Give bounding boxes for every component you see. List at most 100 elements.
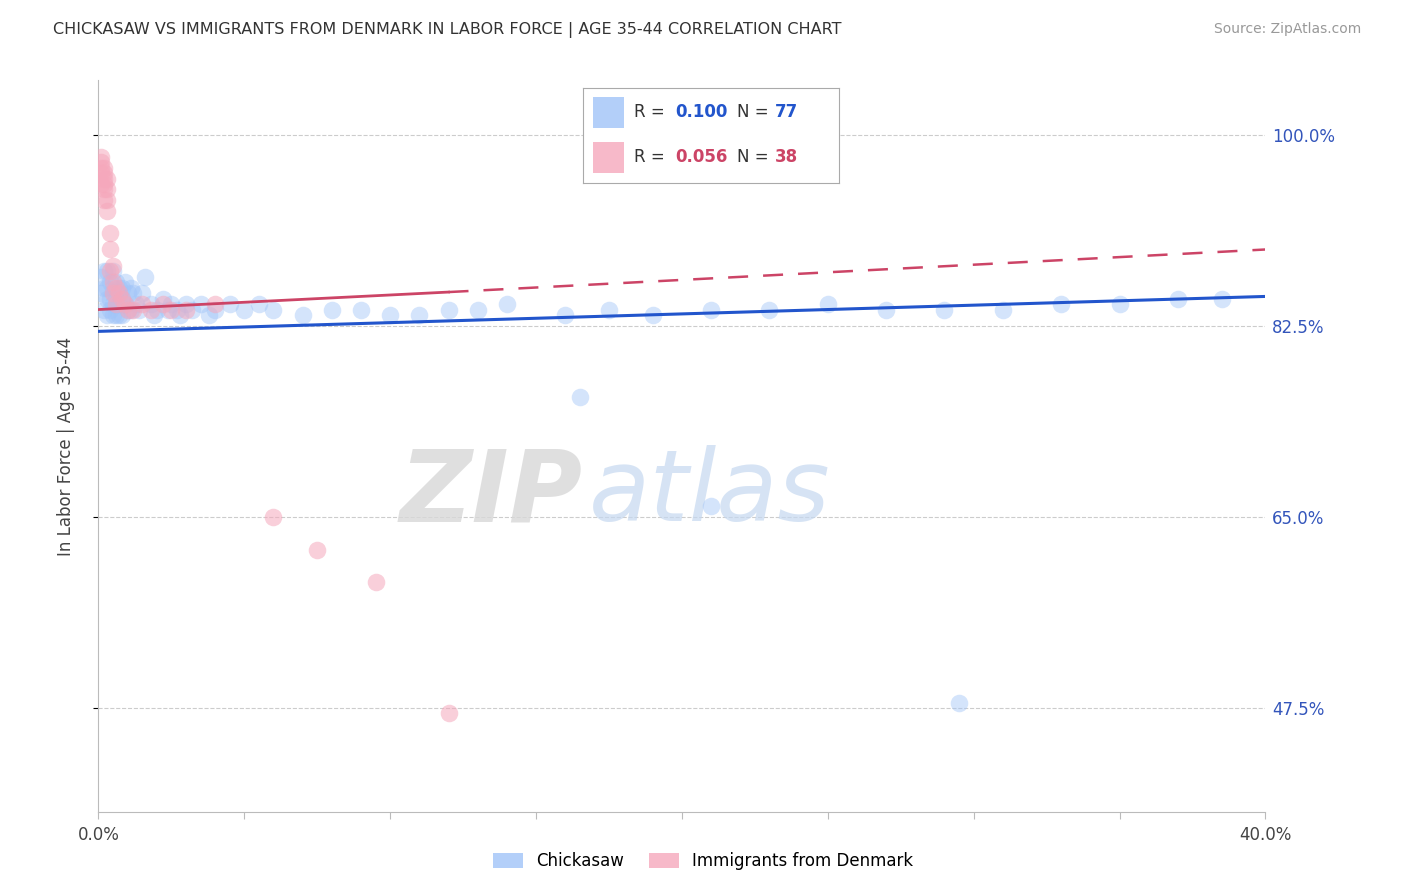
Point (554, 308, 576, 322)
Point (93, 302, 115, 317)
Point (108, 281, 131, 295)
Point (90, 286, 112, 301)
Point (180, 302, 202, 317)
Point (160, 302, 183, 317)
Point (139, 297, 162, 311)
Point (817, 297, 839, 311)
Point (1108, 297, 1130, 311)
Point (437, 706, 460, 721)
Point (700, 302, 723, 317)
Point (1050, 297, 1073, 311)
Point (160, 297, 183, 311)
Point (104, 308, 127, 322)
Point (307, 542, 329, 557)
Point (291, 308, 314, 322)
Point (364, 575, 387, 590)
Point (948, 696, 970, 710)
Point (90, 150, 112, 164)
Point (120, 281, 142, 295)
Point (90, 177, 112, 191)
Point (174, 302, 197, 317)
Point (146, 302, 169, 317)
Point (934, 302, 956, 317)
Point (93, 264, 115, 278)
Point (152, 292, 174, 306)
Point (101, 281, 124, 295)
Point (98, 243, 121, 257)
Text: ZIP: ZIP (399, 445, 582, 542)
Point (166, 302, 188, 317)
Point (111, 308, 134, 322)
Point (174, 297, 197, 311)
Text: CHICKASAW VS IMMIGRANTS FROM DENMARK IN LABOR FORCE | AGE 35-44 CORRELATION CHAR: CHICKASAW VS IMMIGRANTS FROM DENMARK IN … (53, 22, 842, 38)
Point (496, 297, 519, 311)
Point (101, 259, 124, 273)
Point (101, 308, 124, 322)
Point (108, 308, 131, 322)
Point (350, 302, 373, 317)
Point (122, 302, 145, 317)
Point (90, 155, 112, 169)
Point (98, 264, 121, 278)
Point (233, 302, 256, 317)
Point (262, 302, 284, 317)
Point (218, 297, 240, 311)
Point (467, 302, 489, 317)
Point (96, 171, 118, 186)
Point (991, 302, 1014, 317)
Point (101, 286, 124, 301)
Point (90, 161, 112, 175)
Point (108, 297, 131, 311)
Point (93, 281, 115, 295)
Point (122, 286, 145, 301)
Point (875, 302, 897, 317)
Point (93, 171, 115, 186)
Point (134, 269, 156, 284)
Point (262, 510, 284, 524)
Point (96, 308, 118, 322)
Point (111, 292, 134, 306)
Point (93, 194, 115, 208)
Point (598, 302, 620, 317)
Point (247, 297, 270, 311)
Point (90, 166, 112, 180)
Point (93, 182, 115, 196)
Point (114, 297, 136, 311)
Text: atlas: atlas (589, 445, 830, 542)
Point (96, 204, 118, 219)
Point (139, 302, 162, 317)
Point (117, 302, 139, 317)
Text: Source: ZipAtlas.com: Source: ZipAtlas.com (1213, 22, 1361, 37)
Point (108, 286, 131, 301)
Point (204, 297, 226, 311)
Point (111, 281, 134, 295)
Point (104, 292, 127, 306)
Point (104, 281, 127, 295)
Point (157, 302, 180, 317)
Point (198, 308, 221, 322)
Point (93, 177, 115, 191)
Point (1167, 292, 1189, 306)
Point (98, 302, 121, 317)
Point (104, 275, 127, 289)
Point (641, 308, 664, 322)
Y-axis label: In Labor Force | Age 35-44: In Labor Force | Age 35-44 (56, 336, 75, 556)
Point (437, 302, 460, 317)
Point (125, 297, 148, 311)
Point (98, 292, 121, 306)
Point (114, 275, 136, 289)
Point (98, 275, 121, 289)
Point (114, 297, 136, 311)
Point (131, 297, 153, 311)
Point (152, 297, 174, 311)
Point (98, 226, 121, 240)
Point (568, 390, 591, 404)
Point (408, 308, 430, 322)
Point (142, 308, 165, 322)
Point (204, 302, 226, 317)
Point (700, 499, 723, 513)
Point (101, 264, 124, 278)
Point (96, 264, 118, 278)
Point (380, 308, 402, 322)
Point (131, 286, 153, 301)
